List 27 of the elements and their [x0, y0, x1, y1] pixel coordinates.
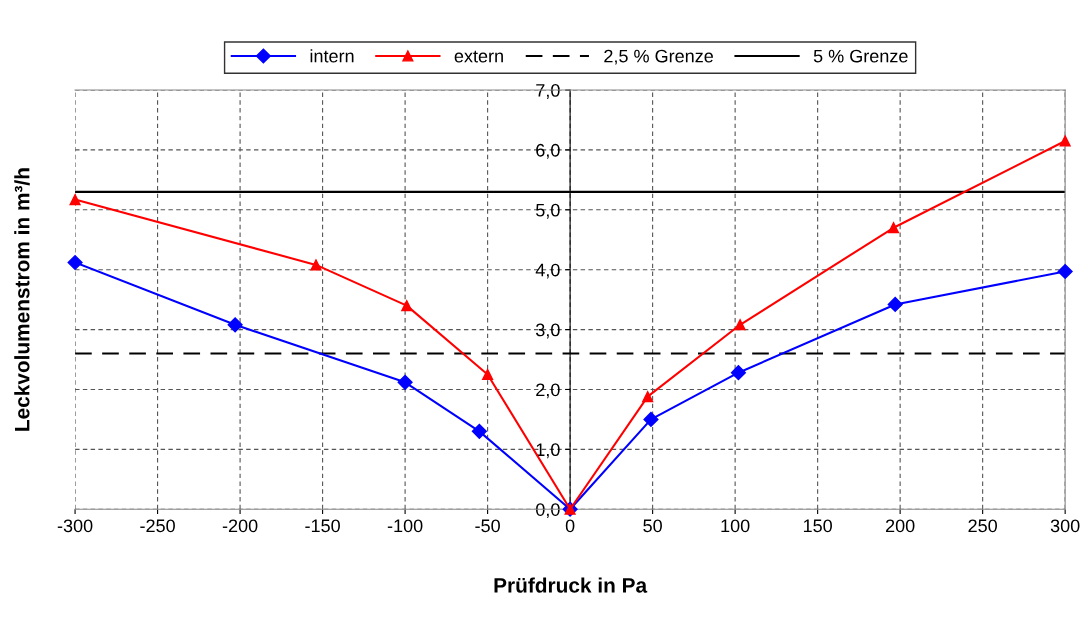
x-tick-label: -50: [475, 519, 500, 533]
x-tick-label: 150: [803, 519, 832, 533]
x-tick-label: 0: [565, 519, 575, 533]
x-tick-label: -200: [222, 519, 258, 533]
x-tick-label: 100: [721, 519, 750, 533]
x-tick-label: -250: [140, 519, 175, 533]
legend-label: extern: [454, 50, 503, 63]
legend-label: 2,5 % Grenze: [604, 49, 713, 65]
y-axis-title: Leckvolumenstrom in m³/h: [14, 168, 30, 431]
y-tick-label: 5,0: [536, 203, 560, 219]
x-tick-label: 250: [968, 519, 997, 533]
y-tick-label: 7,0: [536, 83, 560, 99]
y-tick-label: 4,0: [535, 263, 560, 279]
x-tick-label: 300: [1050, 519, 1080, 533]
x-tick-label: 50: [643, 519, 662, 533]
y-tick-label: 2,0: [536, 383, 560, 399]
x-axis-title: Prüfdruck in Pa: [494, 577, 648, 593]
y-tick-label: 1,0: [536, 443, 560, 459]
y-tick-label: 6,0: [536, 143, 560, 159]
y-tick-label: 0,0: [536, 503, 560, 519]
x-tick-label: -300: [57, 519, 93, 533]
x-tick-label: -150: [305, 519, 340, 533]
x-tick-label: -100: [387, 519, 423, 533]
x-tick-label: 200: [885, 519, 915, 533]
y-tick-label: 3,0: [535, 323, 560, 339]
legend-label: 5 % Grenze: [813, 49, 908, 63]
legend-label: intern: [310, 49, 354, 63]
